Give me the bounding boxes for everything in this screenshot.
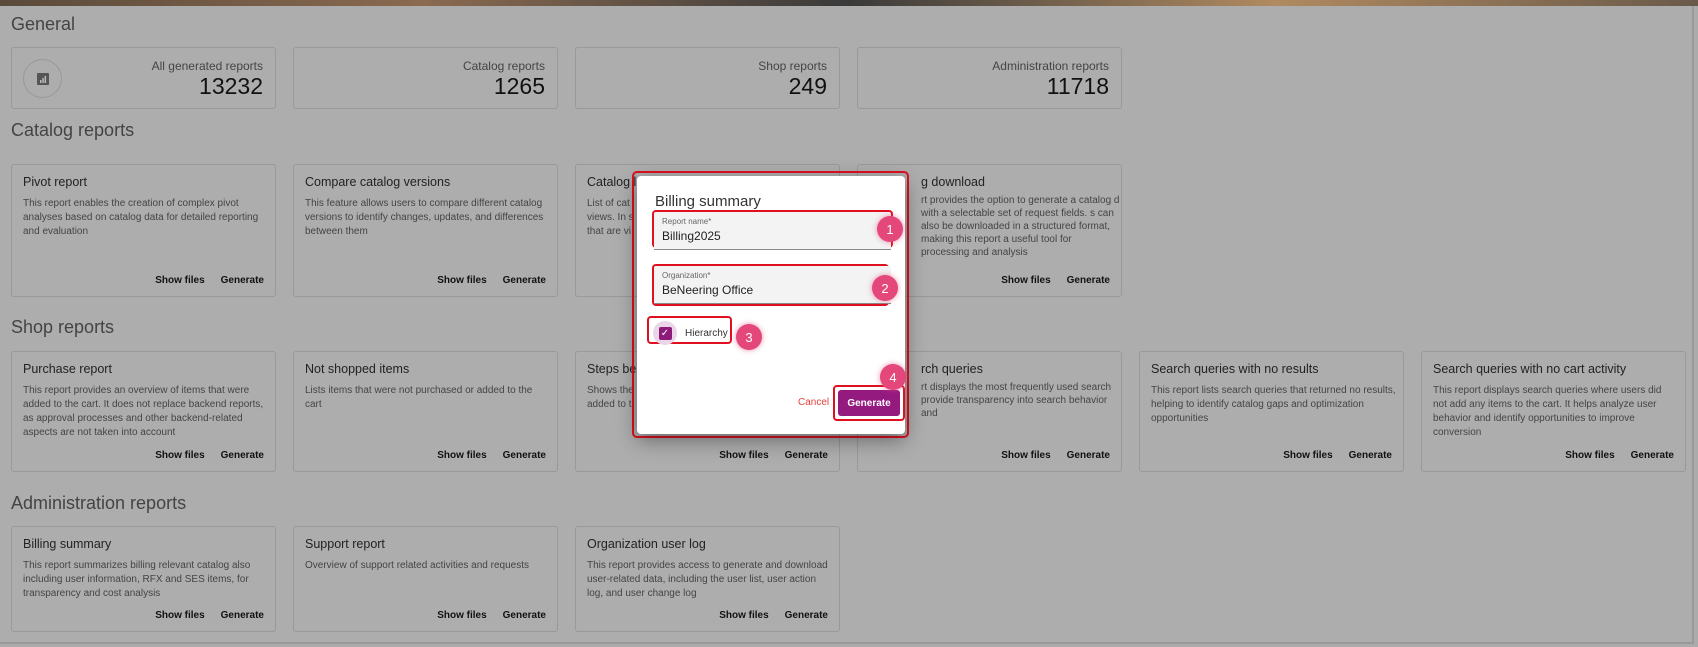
report-title: Pivot report [23,175,87,189]
report-card: Search queries with no cart activity Thi… [1421,351,1686,472]
report-card: Purchase report This report provides an … [11,351,276,472]
report-title: Organization user log [587,537,706,551]
chart-icon [23,59,62,98]
show-files-button[interactable]: Show files [1001,450,1051,461]
stat-value: 11718 [1046,73,1109,99]
organization-input[interactable] [662,283,862,297]
section-title-admin: Administration reports [11,493,187,513]
show-files-button[interactable]: Show files [155,275,205,286]
hierarchy-checkbox[interactable]: ✓ Hierarchy [653,321,728,345]
generate-report-button[interactable]: Generate [784,450,828,461]
generate-report-button[interactable]: Generate [220,275,264,286]
billing-summary-dialog-highlight: Billing summary Report name* Organizatio… [632,171,909,438]
stat-value: 1265 [493,73,545,99]
hierarchy-label: Hierarchy [685,327,728,339]
stat-label: All generated reports [151,59,263,73]
stat-card: Shop reports 249 [575,47,840,109]
billing-summary-dialog: Billing summary Report name* Organizatio… [637,176,905,434]
section-title-general: General [11,14,76,34]
generate-report-button[interactable]: Generate [220,610,264,621]
highlight-3 [647,316,732,344]
generate-report-button[interactable]: Generate [1630,450,1674,461]
show-files-button[interactable]: Show files [1565,450,1615,461]
generate-report-button[interactable]: Generate [784,610,828,621]
section-title-catalog: Catalog reports [11,120,135,140]
highlight-4 [833,385,905,421]
report-card: Not shopped items Lists items that were … [293,351,558,472]
dialog-title: Billing summary [655,193,761,210]
report-title: g download [921,175,985,189]
show-files-button[interactable]: Show files [719,610,769,621]
report-card: Organization user log This report provid… [575,526,840,632]
report-description: List of cat views. In s that are vi [587,198,634,237]
generate-report-button[interactable]: Generate [1348,450,1392,461]
show-files-button[interactable]: Show files [437,275,487,286]
report-title: Not shopped items [305,362,410,376]
report-title: Search queries with no cart activity [1433,362,1627,376]
organization-label: Organization* [662,271,711,280]
generate-report-button[interactable]: Generate [502,450,546,461]
step-badge-3: 3 [736,324,762,350]
report-card: Search queries with no results This repo… [1139,351,1404,472]
generate-report-button[interactable]: Generate [1066,275,1110,286]
report-description: This report lists search queries that re… [1151,385,1396,424]
organization-field[interactable]: Organization* [654,266,891,304]
report-title: Purchase report [23,362,112,376]
show-files-button[interactable]: Show files [1001,275,1051,286]
show-files-button[interactable]: Show files [1283,450,1333,461]
show-files-button[interactable]: Show files [437,610,487,621]
report-description: rt displays the most frequently used sea… [921,382,1112,419]
report-title: Billing summary [23,537,112,551]
report-description: Shows the added to t [587,385,634,410]
report-description: This report enables the creation of comp… [23,198,259,237]
step-badge-4: 4 [880,364,906,390]
background-image-strip [0,0,1698,6]
show-files-button[interactable]: Show files [437,450,487,461]
checkmark-icon: ✓ [658,326,672,340]
generate-report-button[interactable]: Generate [502,610,546,621]
show-files-button[interactable]: Show files [155,450,205,461]
report-description: This report displays search queries wher… [1433,385,1662,438]
generate-report-button[interactable]: Generate [1066,450,1110,461]
report-card: rch queries rt displays the most frequen… [857,351,1122,472]
show-files-button[interactable]: Show files [155,610,205,621]
step-badge-1: 1 [877,216,903,242]
report-description: Lists items that were not purchased or a… [305,385,533,410]
step-badge-2: 2 [872,275,898,301]
report-title: rch queries [921,362,983,376]
generate-button[interactable]: Generate [838,390,900,416]
cancel-button[interactable]: Cancel [798,397,830,408]
report-title: Catalog l [587,175,637,189]
stat-value: 13232 [199,73,263,99]
stat-label: Catalog reports [462,59,545,73]
report-description: This report provides access to generate … [587,560,828,599]
report-name-input[interactable] [662,229,862,243]
report-description: This feature allows users to compare dif… [305,198,544,237]
report-title: Search queries with no results [1151,362,1319,376]
report-card: Compare catalog versions This feature al… [293,164,558,297]
stat-card: All generated reports 13232 [11,47,276,109]
report-name-label: Report name* [662,217,712,226]
report-title: Compare catalog versions [305,175,451,189]
stat-value: 249 [788,73,827,99]
report-card: Pivot report This report enables the cre… [11,164,276,297]
report-description: rt provides the option to generate a cat… [921,195,1120,258]
report-description: Overview of support related activities a… [305,560,529,571]
report-title: Support report [305,537,385,551]
generate-report-button[interactable]: Generate [502,275,546,286]
stat-label: Shop reports [758,59,827,73]
report-title: Steps be [587,362,637,376]
report-name-field[interactable]: Report name* [654,212,891,250]
report-description: This report provides an overview of item… [23,385,264,438]
show-files-button[interactable]: Show files [719,450,769,461]
report-card: Support report Overview of support relat… [293,526,558,632]
report-description: This report summarizes billing relevant … [23,560,251,599]
report-card: Billing summary This report summarizes b… [11,526,276,632]
generate-report-button[interactable]: Generate [220,450,264,461]
stat-card: Administration reports 11718 [857,47,1122,109]
stat-label: Administration reports [992,59,1109,73]
section-title-shop: Shop reports [11,317,115,337]
stat-card: Catalog reports 1265 [293,47,558,109]
